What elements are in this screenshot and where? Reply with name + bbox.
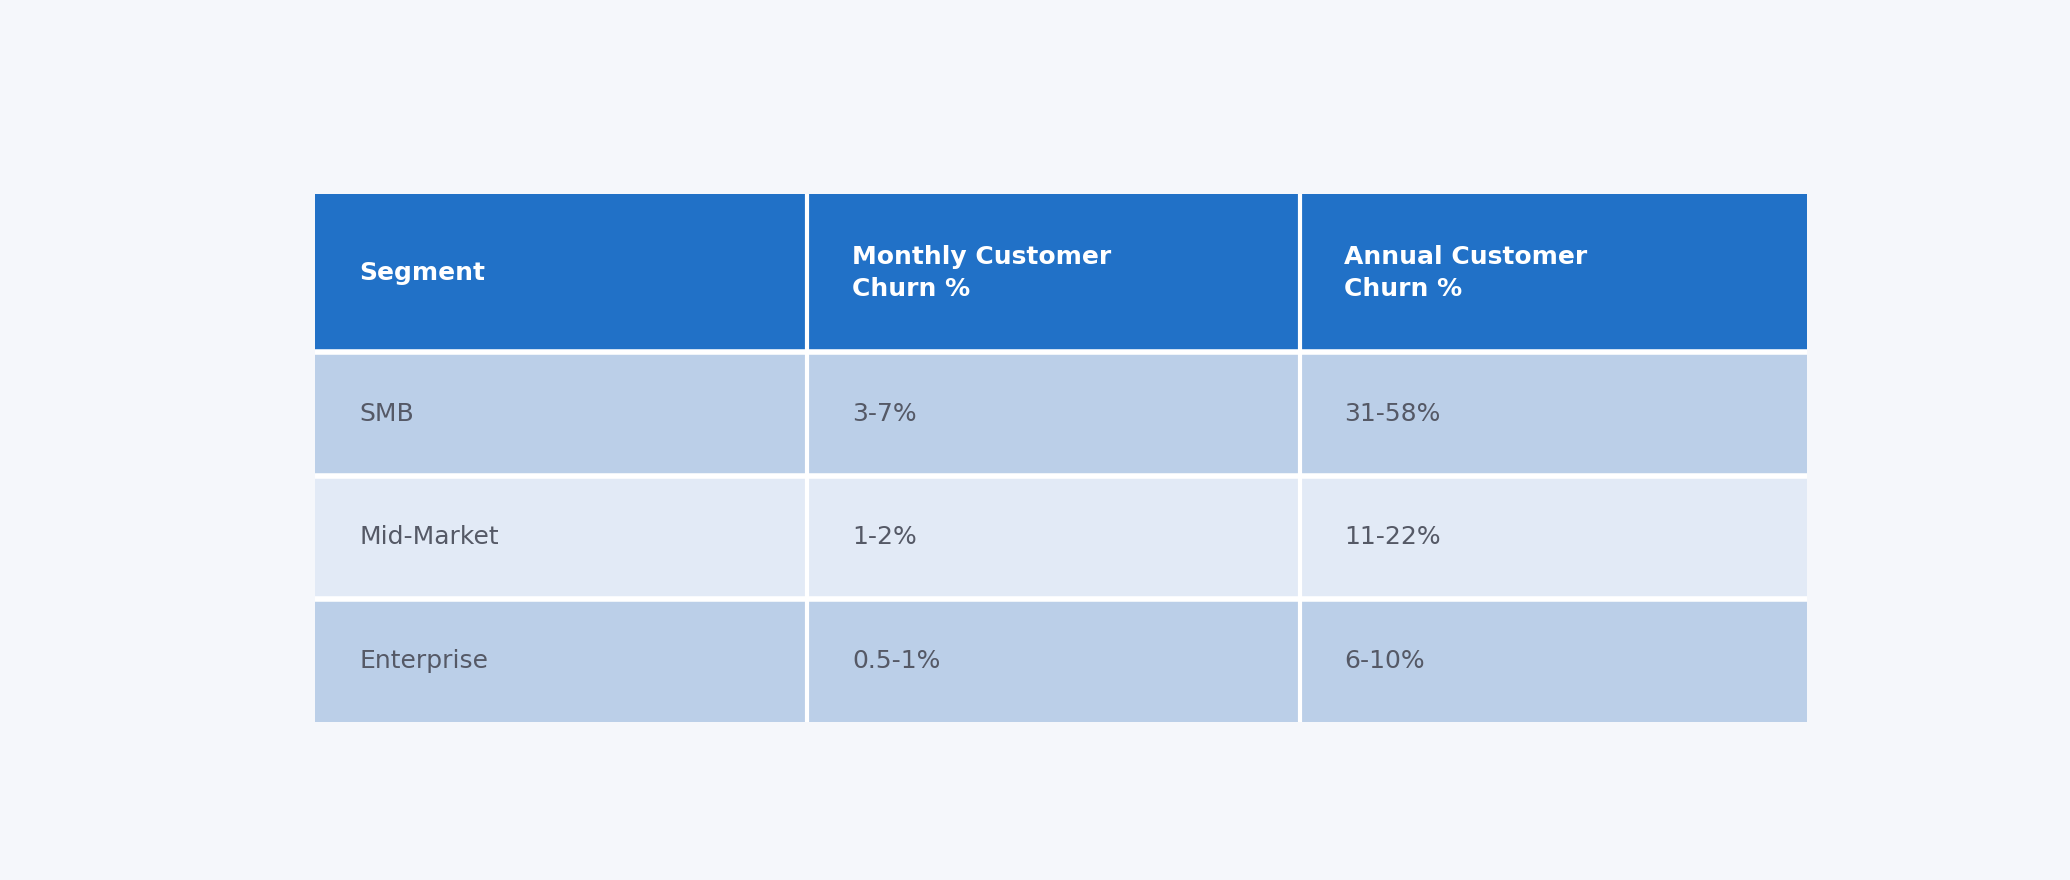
Bar (1300, 352, 1807, 475)
Text: Monthly Customer
Churn %: Monthly Customer Churn % (853, 246, 1112, 301)
Text: 11-22%: 11-22% (1343, 525, 1441, 549)
Bar (1300, 475, 1807, 599)
Text: Enterprise: Enterprise (360, 649, 489, 672)
Text: SMB: SMB (360, 402, 414, 426)
Bar (807, 352, 1300, 475)
Bar (315, 599, 807, 722)
Text: 31-58%: 31-58% (1343, 402, 1441, 426)
Bar (315, 352, 807, 475)
Text: 3-7%: 3-7% (853, 402, 917, 426)
Bar (807, 194, 1300, 352)
Text: 6-10%: 6-10% (1343, 649, 1424, 672)
Text: Annual Customer
Churn %: Annual Customer Churn % (1343, 246, 1588, 301)
Bar (807, 599, 1300, 722)
Text: 1-2%: 1-2% (853, 525, 917, 549)
Bar (1300, 194, 1807, 352)
Text: Segment: Segment (360, 261, 486, 285)
Bar (1300, 599, 1807, 722)
Bar (315, 475, 807, 599)
Text: 0.5-1%: 0.5-1% (853, 649, 940, 672)
Bar (807, 475, 1300, 599)
Bar (315, 194, 807, 352)
Text: Mid-Market: Mid-Market (360, 525, 499, 549)
